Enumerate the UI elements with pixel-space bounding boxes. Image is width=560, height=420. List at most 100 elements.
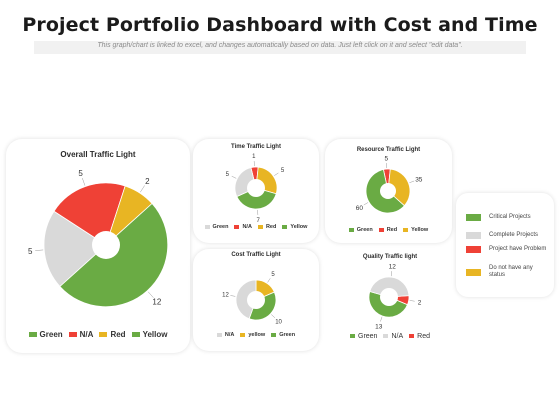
legend-swatch <box>466 214 481 221</box>
legend-item: Green <box>350 333 377 340</box>
data-label: 1 <box>252 154 256 160</box>
legend-item: Yellow <box>131 330 168 339</box>
legend-swatch <box>68 332 77 338</box>
legend-item: Green <box>348 227 373 233</box>
legend-label: Green <box>279 332 296 338</box>
legend-label: Do not have any status <box>489 265 533 278</box>
cost-traffic-light-card[interactable]: Cost Traffic Light 5 10 12 N/A yellow Green <box>193 249 319 351</box>
status-legend-box: Critical Projects Complete Projects Projec… <box>456 193 554 297</box>
data-label: 5 <box>226 172 230 178</box>
chart-title: Quality Traffic light <box>362 254 418 260</box>
donut-hole <box>92 231 120 259</box>
label-leader-line <box>380 316 383 322</box>
legend-label: N/A <box>224 332 235 338</box>
data-label: 10 <box>275 319 282 325</box>
legend-item: N/A <box>216 332 235 338</box>
status-legend-item: Do not have any status <box>466 265 549 279</box>
quality-traffic-light-panel[interactable]: Quality Traffic light 2 13 12 Green N/A Red <box>330 249 450 351</box>
legend-label: Red <box>110 330 126 339</box>
legend-swatch <box>466 232 481 239</box>
legend-swatch <box>466 246 481 253</box>
data-label: 5 <box>281 168 285 174</box>
legend-swatch <box>204 224 210 229</box>
legend-label: Yellow <box>411 227 429 233</box>
overall-pie-chart[interactable]: 5 5 2 12 <box>6 139 190 353</box>
label-leader-line <box>267 278 271 283</box>
legend-label: yellow <box>248 332 266 338</box>
label-leader-line <box>140 185 145 193</box>
chart-legend: Green Red Yellow <box>325 227 452 233</box>
legend-label: N/A <box>79 330 94 339</box>
cost-pie-chart[interactable]: 5 10 12 <box>193 249 319 351</box>
chart-title: Overall Traffic Light <box>60 150 136 159</box>
label-leader-line <box>147 291 154 298</box>
data-label: 2 <box>418 299 422 306</box>
legend-swatch <box>466 268 481 276</box>
overall-traffic-light-card[interactable]: Overall Traffic Light 5 5 2 12 Green N/A Red Y… <box>6 139 190 353</box>
legend-label: Green <box>356 227 373 233</box>
subtitle-bar <box>34 41 526 54</box>
pie-slice-green[interactable] <box>236 187 277 210</box>
legend-swatch <box>99 332 108 338</box>
legend-label: Green <box>39 330 63 339</box>
donut-hole <box>247 291 265 309</box>
legend-label: Yellow <box>142 330 168 339</box>
legend-item: Yellow <box>282 224 307 230</box>
donut-hole <box>247 179 265 197</box>
legend-swatch <box>378 227 384 232</box>
legend-item: Green <box>28 330 63 339</box>
legend-swatch <box>271 332 277 337</box>
page-subtitle: This graph/chart is linked to excel, and… <box>97 42 463 49</box>
legend-swatch <box>240 332 246 337</box>
legend-swatch <box>409 334 415 339</box>
legend-swatch <box>234 224 240 229</box>
data-label: 12 <box>222 293 229 299</box>
pie-slice-n-a[interactable] <box>369 276 410 298</box>
page-title: Project Portfolio Dashboard with Cost an… <box>22 14 538 36</box>
resource-pie-chart[interactable]: 5 35 60 <box>325 139 452 243</box>
label-leader-line <box>35 249 44 251</box>
chart-legend: Green N/A Red Yellow <box>6 330 190 339</box>
legend-label: Critical Projects <box>489 214 531 220</box>
legend-item: Green <box>204 224 228 230</box>
data-label: 5 <box>384 155 388 162</box>
label-leader-line <box>409 180 415 183</box>
label-leader-line <box>230 295 236 297</box>
legend-swatch <box>383 334 389 339</box>
quality-pie-chart[interactable]: 2 13 12 <box>330 249 450 351</box>
legend-label: N/A <box>242 224 252 230</box>
status-legend-item: Critical Projects <box>466 214 549 221</box>
resource-traffic-light-card[interactable]: Resource Traffic Light 5 35 60 Green Red Yel… <box>325 139 452 243</box>
data-label: 2 <box>145 177 150 186</box>
legend-item: Red <box>378 227 397 233</box>
data-label: 13 <box>375 324 383 331</box>
legend-label: Red <box>265 224 277 230</box>
data-label: 7 <box>257 218 261 224</box>
label-leader-line <box>409 300 415 302</box>
donut-hole <box>380 288 398 306</box>
data-label: 60 <box>356 205 364 212</box>
legend-label: Green <box>358 333 378 340</box>
pie-slice-red[interactable] <box>53 182 126 246</box>
pie-slice-n-a[interactable] <box>43 210 107 288</box>
legend-label: N/A <box>391 333 404 340</box>
chart-title: Time Traffic Light <box>231 144 281 150</box>
legend-item: Green <box>271 332 295 338</box>
legend-swatch <box>28 332 37 338</box>
data-label: 12 <box>389 263 397 270</box>
pie-slice-yellow[interactable] <box>387 168 411 207</box>
legend-item: N/A <box>68 330 94 339</box>
donut-hole <box>380 183 396 199</box>
data-label: 5 <box>271 272 275 278</box>
status-legend-item: Complete Projects <box>466 232 549 239</box>
chart-legend: N/A yellow Green <box>193 332 319 338</box>
data-label: 12 <box>152 297 161 306</box>
legend-item: N/A <box>383 333 403 340</box>
data-label: 5 <box>28 247 33 256</box>
legend-label: Red <box>417 333 430 340</box>
legend-label: Complete Projects <box>489 232 539 238</box>
pie-slice-n-a[interactable] <box>235 279 257 320</box>
legend-item: Yellow <box>403 227 428 233</box>
